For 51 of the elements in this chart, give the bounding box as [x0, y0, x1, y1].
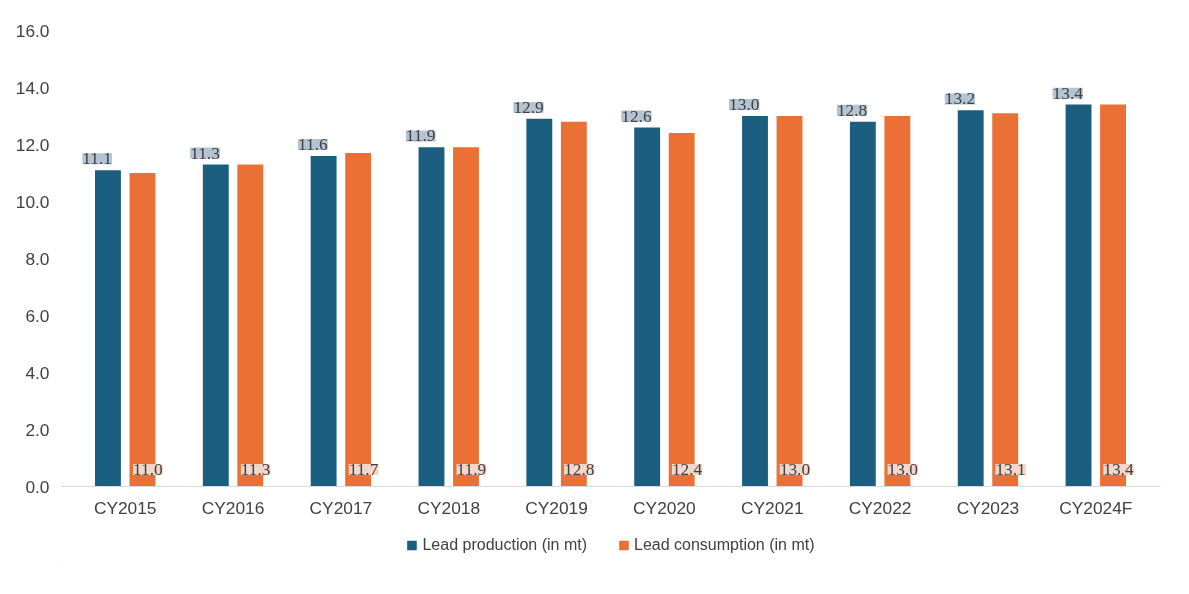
data-label: 11.9 — [456, 459, 487, 479]
y-tick-label: 4.0 — [25, 362, 50, 383]
data-label: 13.1 — [995, 459, 1026, 479]
data-label: 11.7 — [348, 459, 379, 479]
data-label: 12.8 — [564, 459, 595, 479]
x-tick-label: CY2024F — [1059, 497, 1133, 518]
x-tick-label: CY2017 — [309, 497, 373, 518]
y-tick-label: 12.0 — [15, 134, 50, 155]
bar — [310, 155, 337, 487]
bar — [849, 121, 876, 487]
data-label: 12.6 — [621, 106, 652, 126]
bar — [634, 127, 661, 487]
y-tick-label: 16.0 — [15, 20, 50, 41]
x-tick-label: CY2023 — [956, 497, 1020, 518]
y-tick-label: 8.0 — [25, 248, 50, 269]
bar — [418, 147, 445, 487]
legend-label: Lead consumption (in mt) — [634, 536, 815, 554]
data-label: 13.4 — [1052, 83, 1084, 103]
data-label: 11.1 — [82, 149, 113, 169]
data-label: 11.0 — [133, 459, 163, 479]
data-label: 11.6 — [298, 135, 329, 154]
data-label: 12.9 — [513, 97, 544, 117]
data-label: 12.4 — [671, 459, 703, 479]
data-label: 13.0 — [729, 95, 760, 115]
bar — [742, 116, 768, 487]
bar — [202, 164, 229, 487]
bar — [526, 118, 553, 487]
x-tick-label: CY2019 — [525, 497, 588, 518]
data-label: 11.9 — [405, 126, 436, 146]
x-tick-label: CY2016 — [201, 497, 265, 518]
data-label: 11.3 — [190, 143, 220, 163]
y-tick-label: 0.0 — [25, 476, 50, 497]
bar — [957, 110, 984, 487]
y-tick-label: 6.0 — [25, 305, 50, 326]
legend-label: Lead production (in mt) — [422, 536, 587, 554]
x-tick-label: CY2020 — [633, 497, 696, 518]
data-label: 13.0 — [779, 459, 811, 479]
x-tick-label: CY2022 — [848, 497, 912, 518]
data-label: 13.4 — [1103, 459, 1134, 479]
y-tick-label: 14.0 — [15, 77, 50, 98]
x-tick-label: CY2018 — [417, 497, 481, 518]
x-tick-label: CY2015 — [93, 497, 157, 518]
data-label: 12.8 — [836, 100, 868, 120]
y-tick-label: 2.0 — [25, 419, 50, 440]
bar — [95, 170, 121, 487]
data-label: 13.0 — [887, 459, 918, 479]
y-tick-label: 10.0 — [15, 191, 50, 212]
data-label: 11.3 — [240, 459, 271, 479]
x-tick-label: CY2021 — [740, 497, 804, 518]
bar — [1065, 104, 1092, 487]
data-label: 13.2 — [944, 89, 976, 109]
